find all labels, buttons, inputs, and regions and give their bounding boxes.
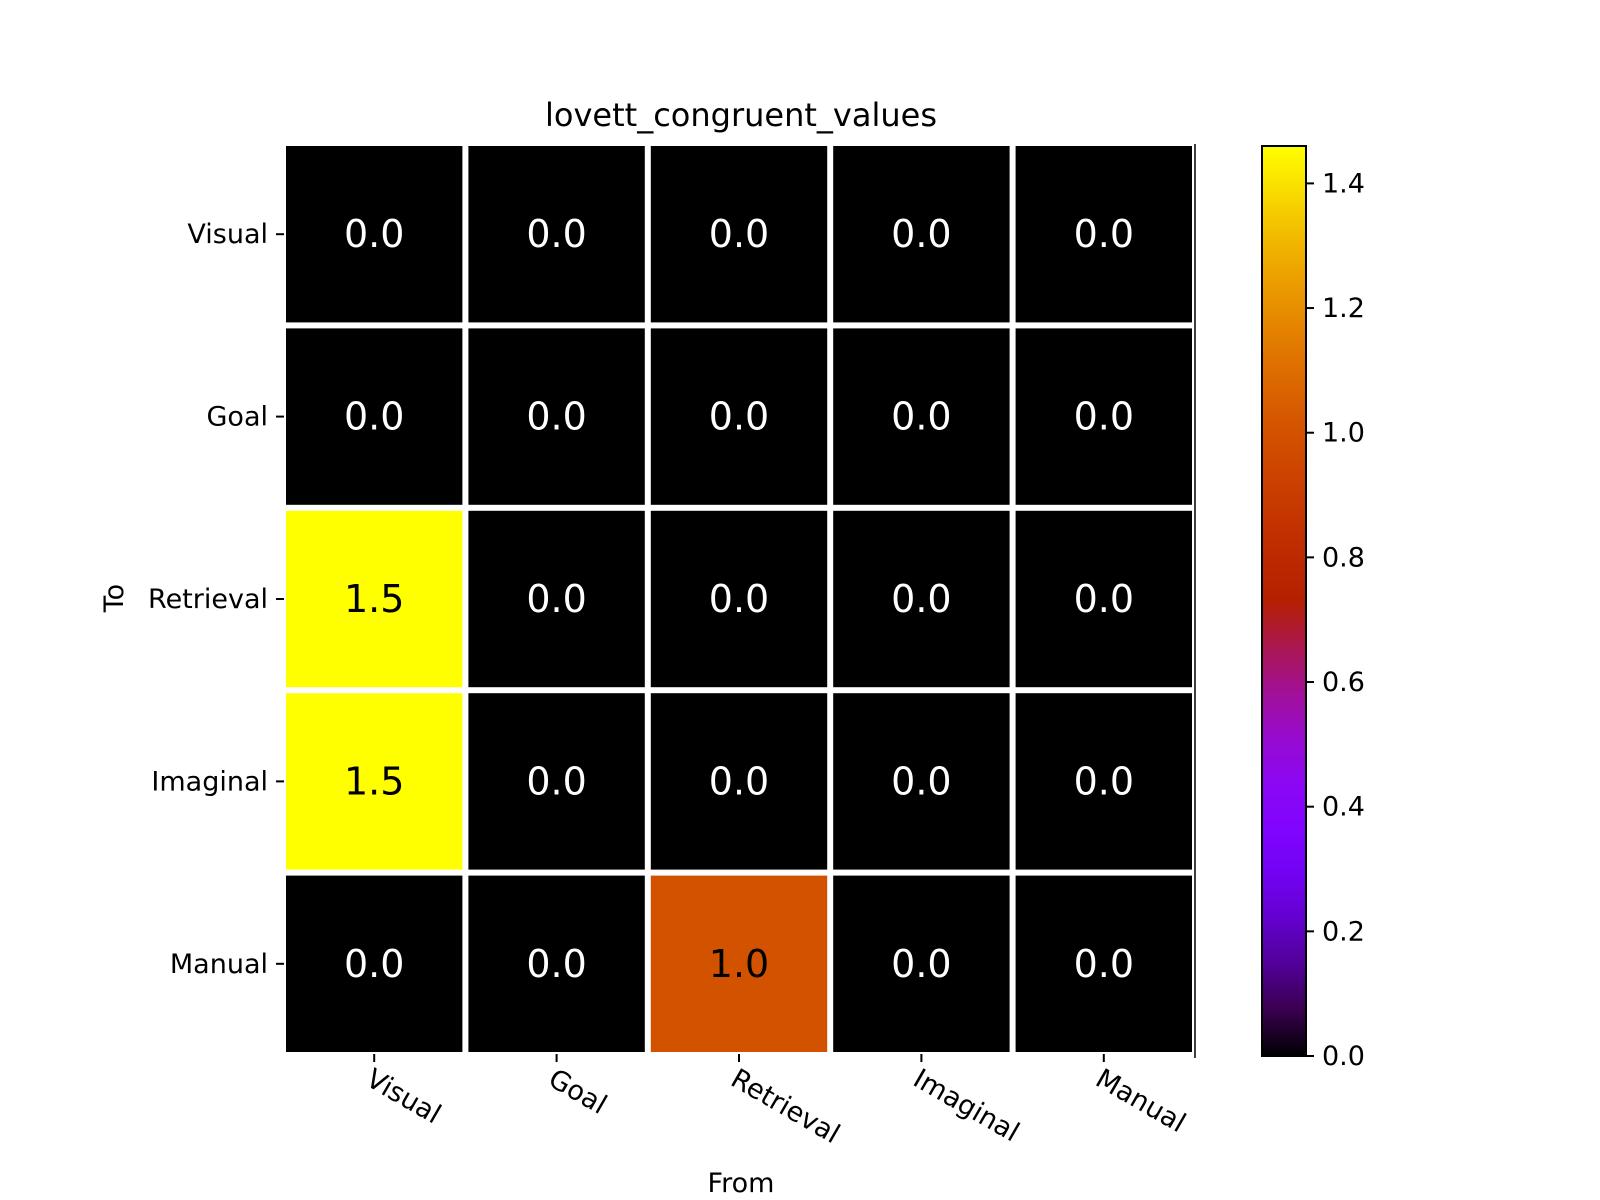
x-axis-ticks: Visual Goal Retrieval Imaginal Manual xyxy=(361,1054,1191,1150)
heatmap-cell-visual-imaginal xyxy=(833,146,1010,323)
heatmap-cell-visual-retrieval xyxy=(650,146,828,323)
heatmap-cell-manual-retrieval xyxy=(650,875,828,1052)
cell-value-label: 0.0 xyxy=(891,395,951,439)
heatmap-cell-retrieval-imaginal xyxy=(833,510,1010,688)
cell-value-label: 0.0 xyxy=(526,577,586,621)
colorbar-tick-label: 0.2 xyxy=(1322,916,1365,947)
x-tick-label: Retrieval xyxy=(726,1063,845,1150)
cell-value-label: 0.0 xyxy=(344,942,404,986)
colorbar-tick-label: 0.8 xyxy=(1322,542,1365,573)
heatmap-cell-imaginal-goal xyxy=(468,693,645,870)
cell-value-label: 0.0 xyxy=(1074,212,1134,256)
heatmap-cell-imaginal-manual xyxy=(1015,693,1192,870)
cell-value-label: 0.0 xyxy=(526,759,586,803)
cell-value-label: 1.0 xyxy=(709,942,769,986)
heatmap-cell-retrieval-visual xyxy=(286,510,463,688)
heatmap-cell-goal-retrieval xyxy=(650,328,828,505)
colorbar-tick-label: 1.4 xyxy=(1322,168,1365,199)
cell-value-label: 0.0 xyxy=(344,395,404,439)
y-axis-label: To xyxy=(99,584,130,613)
heatmap-cell-manual-goal xyxy=(468,875,645,1052)
heatmap-cell-manual-manual xyxy=(1015,875,1192,1052)
y-tick-label: Manual xyxy=(170,949,268,980)
cell-value-label: 0.0 xyxy=(344,212,404,256)
heatmap-cell-imaginal-imaginal xyxy=(833,693,1010,870)
heatmap-cell-visual-goal xyxy=(468,146,645,323)
heatmap-cell-retrieval-manual xyxy=(1015,510,1192,688)
heatmap-cell-goal-imaginal xyxy=(833,328,1010,505)
heatmap-cell-imaginal-visual xyxy=(286,693,463,870)
heatmap-cell-manual-visual xyxy=(286,875,463,1052)
cell-value-label: 0.0 xyxy=(1074,759,1134,803)
heatmap-cell-visual-visual xyxy=(286,146,463,323)
cell-value-label: 0.0 xyxy=(1074,577,1134,621)
heatmap-cell-retrieval-goal xyxy=(468,510,645,688)
cell-value-label: 0.0 xyxy=(1074,395,1134,439)
colorbar-tick-label: 0.4 xyxy=(1322,792,1365,823)
y-tick-label: Goal xyxy=(207,402,269,433)
heatmap-cell-retrieval-retrieval xyxy=(650,510,828,688)
cell-value-label: 0.0 xyxy=(891,577,951,621)
x-tick-label: Imaginal xyxy=(908,1063,1024,1148)
cell-value-label: 0.0 xyxy=(709,759,769,803)
heatmap-cell-goal-visual xyxy=(286,328,463,505)
heatmap-cell-imaginal-retrieval xyxy=(650,693,828,870)
heatmap-cell-goal-manual xyxy=(1015,328,1192,505)
y-axis-ticks: Visual Goal Retrieval Imaginal Manual xyxy=(148,219,284,980)
y-tick-label: Retrieval xyxy=(148,584,268,615)
y-tick-label: Imaginal xyxy=(151,766,268,797)
heatmap-cells: 0.0 0.0 0.0 0.0 0.0 0.0 0.0 0.0 0.0 0.0 1.5 0.0 0.0 0… xyxy=(286,144,1196,1058)
cell-value-label: 0.0 xyxy=(526,395,586,439)
colorbar: 0.0 0.2 0.4 0.6 0.8 1.0 1.2 1.4 xyxy=(1261,145,1365,1072)
colorbar-gradient xyxy=(1261,145,1307,1057)
cell-value-label: 1.5 xyxy=(344,577,404,621)
x-tick-label: Manual xyxy=(1090,1063,1190,1139)
cell-value-label: 0.0 xyxy=(526,942,586,986)
colorbar-tick-label: 0.6 xyxy=(1322,667,1365,698)
heatmap-cell-goal-goal xyxy=(468,328,645,505)
colorbar-tick-label: 1.0 xyxy=(1322,418,1365,449)
x-tick-label: Goal xyxy=(543,1063,612,1121)
cell-value-label: 1.5 xyxy=(344,759,404,803)
cell-value-label: 0.0 xyxy=(709,212,769,256)
cell-value-label: 0.0 xyxy=(891,212,951,256)
cell-value-label: 0.0 xyxy=(709,395,769,439)
colorbar-tick-label: 0.0 xyxy=(1322,1041,1365,1072)
heatmap-cell-manual-imaginal xyxy=(833,875,1010,1052)
cell-value-label: 0.0 xyxy=(709,577,769,621)
cell-value-label: 0.0 xyxy=(891,942,951,986)
chart-title: lovett_congruent_values xyxy=(545,96,937,134)
cell-value-label: 0.0 xyxy=(526,212,586,256)
x-axis-label: From xyxy=(708,1168,775,1199)
heatmap-cell-visual-manual xyxy=(1015,146,1192,323)
cell-value-label: 0.0 xyxy=(891,759,951,803)
cell-value-label: 0.0 xyxy=(1074,942,1134,986)
y-tick-label: Visual xyxy=(187,219,268,250)
x-tick-label: Visual xyxy=(361,1063,446,1130)
colorbar-tick-label: 1.2 xyxy=(1322,293,1365,324)
